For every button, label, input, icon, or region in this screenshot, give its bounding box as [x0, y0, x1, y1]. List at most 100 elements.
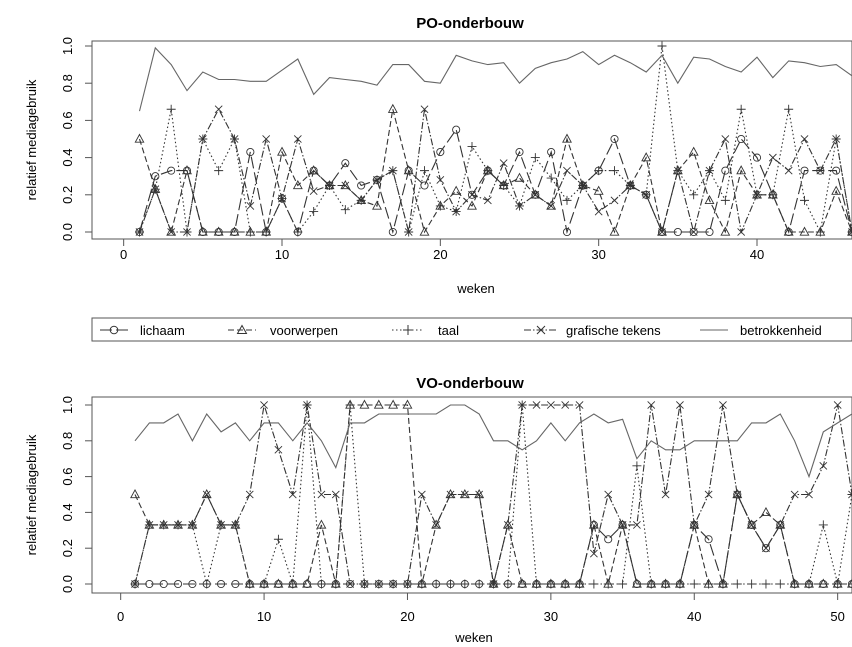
data-point-lichaam [217, 579, 226, 589]
data-point-voorwerpen [818, 578, 829, 588]
data-point-voorwerpen [657, 226, 667, 236]
data-point-voorwerpen [308, 165, 319, 175]
data-point-taal [732, 579, 742, 589]
data-point-grafische-tekens [231, 521, 240, 529]
data-point-grafische-tekens [188, 521, 197, 529]
data-point-grafische-tekens [403, 580, 412, 588]
data-point-voorwerpen [340, 180, 351, 190]
x-tick-label: 0 [120, 247, 127, 262]
data-point-taal [818, 520, 828, 530]
data-point-lichaam [246, 147, 255, 157]
data-point-grafische-tekens [618, 521, 627, 529]
data-point-voorwerpen [746, 519, 757, 529]
series-line-grafische-tekens [138, 108, 852, 234]
data-point-lichaam [689, 227, 698, 237]
legend-box [91, 317, 852, 342]
data-point-taal [273, 534, 283, 544]
data-point-grafische-tekens [805, 490, 813, 499]
axes: 0 10 20 30 40 50 0.0 0.2 0.4 0.6 0.8 1.0 [60, 396, 845, 624]
data-point-grafische-tekens [784, 166, 793, 175]
data-point-taal [530, 153, 540, 163]
data-point-voorwerpen [631, 578, 642, 588]
data-point-grafische-tekens [690, 521, 699, 529]
data-point-taal [245, 227, 255, 237]
data-point-voorwerpen [459, 489, 470, 499]
data-point-taal [589, 579, 599, 589]
data-point-lichaam [188, 579, 197, 589]
data-point-taal [483, 166, 493, 176]
data-point-lichaam [704, 535, 713, 544]
data-point-grafische-tekens [217, 521, 225, 529]
data-point-grafische-tekens [790, 490, 799, 499]
data-point-grafische-tekens [374, 580, 383, 588]
data-point-grafische-tekens [819, 461, 828, 470]
data-point-grafische-tekens [274, 445, 283, 454]
data-point-grafische-tekens [800, 135, 809, 143]
data-point-grafische-tekens [561, 401, 570, 409]
data-point-grafische-tekens [589, 549, 598, 558]
data-point-grafische-tekens [721, 135, 730, 143]
data-point-grafische-tekens [331, 490, 340, 499]
y-tick-label: 0.8 [60, 432, 75, 450]
data-point-taal [575, 579, 585, 589]
data-point-grafische-tekens [135, 228, 144, 236]
series-line-taal [138, 45, 852, 234]
data-point-grafische-tekens [360, 580, 369, 588]
data-point-grafische-tekens [832, 135, 841, 143]
data-point-grafische-tekens [489, 580, 498, 588]
data-point-voorwerpen [373, 399, 384, 409]
data-point-taal [833, 579, 843, 589]
legend-label: grafische tekens [566, 323, 661, 338]
data-point-taal [214, 166, 224, 176]
data-point-grafische-tekens [575, 401, 584, 409]
data-point-taal [503, 579, 513, 589]
data-point-taal [331, 579, 341, 589]
data-point-taal [768, 190, 778, 200]
data-point-lichaam [562, 227, 572, 237]
data-point-grafische-tekens [647, 401, 656, 409]
data-point-grafische-tekens [610, 196, 619, 205]
series-line-taal [134, 404, 852, 585]
data-point-voorwerpen [562, 133, 572, 143]
data-point-grafische-tekens [417, 490, 426, 499]
data-point-grafische-tekens [661, 490, 670, 499]
data-point-grafische-tekens [518, 401, 527, 409]
data-point-voorwerpen [292, 180, 303, 190]
data-point-grafische-tekens [673, 166, 682, 175]
data-point-lichaam [452, 125, 461, 134]
data-point-grafische-tekens [578, 181, 587, 190]
data-point-taal [689, 579, 699, 589]
data-point-lichaam [761, 544, 771, 553]
data-point-voorwerpen [641, 152, 652, 162]
data-point-grafische-tekens [325, 181, 334, 190]
data-point-grafische-tekens [689, 228, 698, 236]
data-point-taal [761, 579, 771, 589]
triangle-marker-icon [236, 324, 248, 334]
data-point-voorwerpen [761, 506, 771, 517]
data-point-taal [784, 104, 794, 114]
data-point-taal [417, 579, 427, 589]
data-point-voorwerpen [316, 519, 327, 529]
data-point-lichaam [145, 579, 154, 589]
data-point-voorwerpen [704, 194, 715, 205]
data-point-voorwerpen [732, 489, 743, 499]
data-point-grafische-tekens [762, 544, 770, 553]
data-point-grafische-tekens [503, 521, 512, 529]
data-point-lichaam [467, 190, 477, 199]
data-point-grafische-tekens [151, 185, 160, 194]
y-tick-label: 0.6 [60, 111, 75, 129]
legend: lichaam voorwerpen taal grafische tekens… [91, 317, 852, 342]
data-point-voorwerpen [451, 185, 462, 195]
data-point-voorwerpen [130, 489, 140, 499]
series-line-betrokkenheid [134, 404, 852, 479]
x-tick-label: 40 [750, 247, 764, 262]
data-point-voorwerpen [609, 226, 620, 236]
data-point-taal [532, 579, 542, 589]
data-point-voorwerpen [372, 200, 382, 210]
data-point-grafische-tekens [642, 190, 651, 199]
data-point-grafische-tekens [626, 181, 635, 190]
data-point-grafische-tekens [594, 207, 603, 216]
data-point-voorwerpen [182, 165, 192, 175]
data-point-taal [202, 579, 212, 589]
